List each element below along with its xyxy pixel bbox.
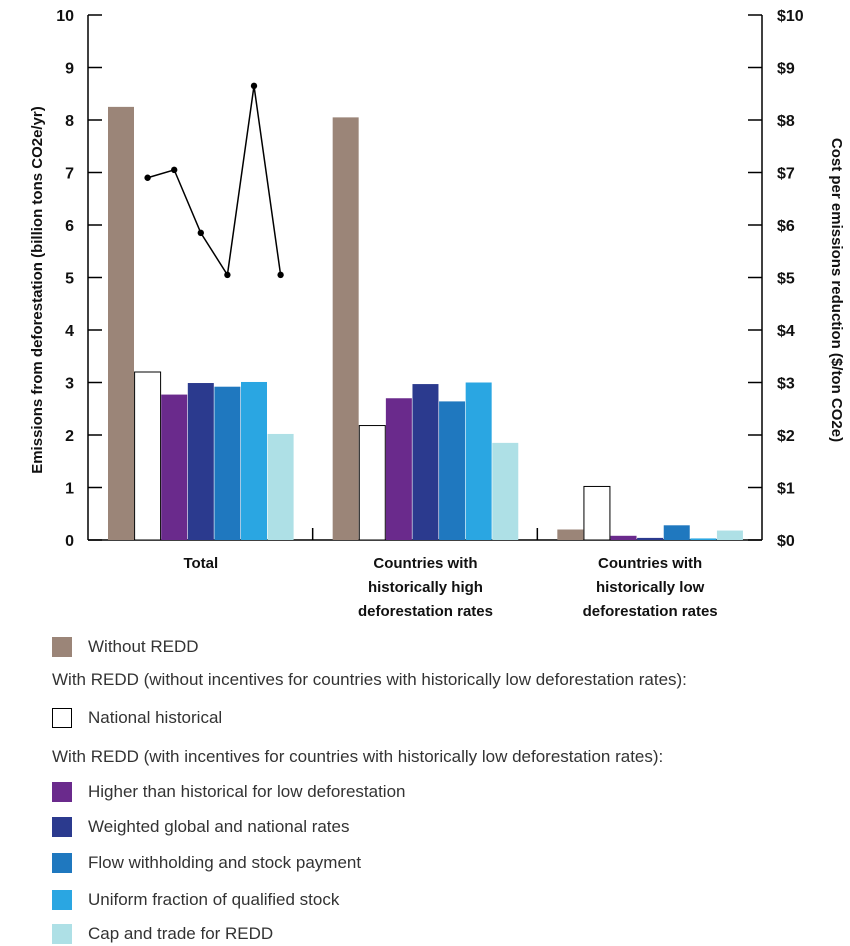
y-tick-label-left: 2 xyxy=(65,428,74,445)
y-tick-label-left: 8 xyxy=(65,113,74,130)
category-label: Countries with xyxy=(373,555,477,572)
legend-item-national-historical: National historical xyxy=(52,707,222,729)
bar xyxy=(214,386,241,540)
y-tick-label-right: $9 xyxy=(777,61,795,78)
bar xyxy=(557,529,584,540)
y-tick-label-left: 6 xyxy=(65,218,74,235)
legend-label: Uniform fraction of qualified stock xyxy=(88,890,340,909)
legend-label: National historical xyxy=(88,708,223,727)
legend-label: Without REDD xyxy=(88,637,199,656)
bar xyxy=(267,433,294,540)
category-label: deforestation rates xyxy=(583,603,718,620)
category-label: Total xyxy=(183,555,218,572)
legend-item-weighted-global: Weighted global and national rates xyxy=(52,816,349,838)
bar xyxy=(690,538,717,540)
y-tick-label-left: 9 xyxy=(65,61,74,78)
y-tick-label-left: 1 xyxy=(65,481,74,498)
y-tick-label-right: $3 xyxy=(777,376,795,393)
chart: 0 1 2 3 4 5 6 7 8 9 10 $0 $1 $2 $3 $4 $5 $6 $7 $8 $9 $10 Total… xyxy=(29,8,845,620)
y-tick-label-right: $0 xyxy=(777,533,795,550)
cost-point xyxy=(250,82,258,90)
cost-line xyxy=(144,82,284,279)
bar xyxy=(108,106,134,540)
bar xyxy=(134,371,162,541)
category-label: historically high xyxy=(368,579,483,596)
legend-swatch xyxy=(52,782,72,802)
legend-heading-without-incentives: With REDD (without incentives for countr… xyxy=(52,670,687,689)
bar xyxy=(332,117,359,540)
cost-line-path xyxy=(147,85,282,278)
cost-point xyxy=(197,229,204,237)
category-label: deforestation rates xyxy=(358,603,493,620)
legend-label: Higher than historical for low deforesta… xyxy=(88,782,406,801)
bar xyxy=(716,530,743,540)
y-tick-label-right: $8 xyxy=(777,113,795,130)
y-axis-title-right: Cost per emissions reduction ($/ton CO2e… xyxy=(828,138,845,442)
y-tick-label-right: $2 xyxy=(777,428,795,445)
bar xyxy=(663,525,690,540)
bar xyxy=(412,384,439,540)
category-label: historically low xyxy=(596,579,705,596)
bar xyxy=(492,442,519,540)
cost-point xyxy=(224,271,231,279)
bar xyxy=(583,485,611,541)
bar xyxy=(241,381,267,540)
legend-swatch xyxy=(52,924,72,944)
bar xyxy=(637,537,664,540)
bars xyxy=(108,106,743,541)
bar xyxy=(465,382,492,540)
y-tick-label-left: 3 xyxy=(65,376,74,393)
legend-swatch xyxy=(52,890,72,910)
y-tick-label-left: 4 xyxy=(65,323,74,340)
y-tick-label-left: 10 xyxy=(56,8,74,25)
legend-item-flow-withholding: Flow withholding and stock payment xyxy=(52,852,361,874)
legend-swatch xyxy=(52,853,72,873)
y-tick-label-right: $10 xyxy=(777,8,804,25)
cost-point xyxy=(144,174,151,181)
bar xyxy=(385,398,412,540)
bar xyxy=(187,383,214,540)
legend-label: Cap and trade for REDD xyxy=(88,924,274,943)
legend-item-cap-and-trade: Cap and trade for REDD xyxy=(52,923,273,945)
legend-swatch xyxy=(52,637,72,657)
legend-swatch xyxy=(52,817,72,837)
y-tick-label-right: $1 xyxy=(777,481,795,498)
legend-heading-with-incentives: With REDD (with incentives for countries… xyxy=(52,747,664,766)
y-tick-label-left: 0 xyxy=(65,533,74,550)
legend-swatch xyxy=(52,708,72,728)
legend-item-higher-than-historical: Higher than historical for low deforesta… xyxy=(52,781,406,803)
y-tick-label-right: $5 xyxy=(777,271,795,288)
y-tick-label-left: 5 xyxy=(65,271,74,288)
cost-point xyxy=(277,271,284,279)
axes: 0 1 2 3 4 5 6 7 8 9 10 $0 $1 $2 $3 $4 $5 $6 $7 $8 $9 $10 Total… xyxy=(56,8,804,620)
category-label: Countries with xyxy=(598,555,702,572)
bar xyxy=(161,394,188,540)
legend-label: Weighted global and national rates xyxy=(88,817,350,836)
cost-point xyxy=(171,166,178,174)
bar xyxy=(439,401,466,540)
y-axis-title-left: Emissions from deforestation (billion to… xyxy=(29,106,46,474)
y-tick-label-left: 7 xyxy=(65,166,74,183)
bar xyxy=(358,425,386,541)
legend-item-uniform-fraction: Uniform fraction of qualified stock xyxy=(52,889,339,911)
y-tick-label-right: $6 xyxy=(777,218,795,235)
legend-item-without-redd: Without REDD xyxy=(52,636,199,658)
legend-label: Flow withholding and stock payment xyxy=(88,853,362,872)
y-tick-label-right: $4 xyxy=(777,323,795,340)
y-tick-label-right: $7 xyxy=(777,166,795,183)
bar xyxy=(610,535,637,540)
